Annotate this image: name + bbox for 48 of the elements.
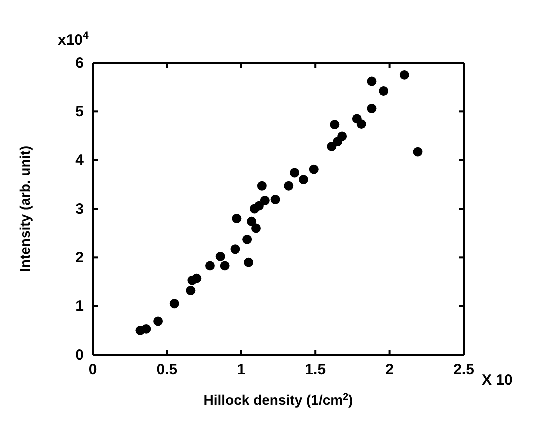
point — [244, 258, 254, 268]
text: x10$^{4}$ — [58, 30, 90, 49]
point — [257, 181, 267, 191]
y-tick-label: 4 — [76, 152, 85, 170]
point — [220, 261, 230, 271]
point — [367, 104, 377, 114]
point — [356, 120, 366, 130]
point — [232, 214, 242, 224]
x-tick-label: 2 — [386, 362, 394, 379]
point — [379, 86, 389, 96]
x-axis-title: Hillock density (1/cm$^{2}$) — [204, 392, 354, 408]
point — [254, 201, 264, 211]
point — [309, 164, 319, 174]
y-tick-label: 6 — [76, 54, 84, 72]
y-tick-label: 3 — [76, 200, 84, 218]
point — [327, 142, 337, 152]
point — [142, 324, 152, 334]
point — [413, 147, 423, 157]
y-tick-label: 0 — [76, 346, 84, 364]
point — [290, 168, 300, 178]
point — [170, 299, 180, 309]
y-tick-label: 1 — [76, 298, 84, 316]
point — [284, 181, 294, 191]
y-tick-label: 2 — [76, 249, 84, 266]
y-axis-title: Intensity (arb. unit) — [17, 146, 33, 272]
point — [338, 132, 348, 142]
text: X 10 — [482, 372, 513, 389]
point — [230, 244, 240, 254]
point — [242, 234, 252, 244]
point — [247, 216, 257, 226]
point — [299, 175, 308, 185]
x-tick-label: 2.5 — [454, 362, 474, 379]
point — [216, 252, 226, 262]
point — [260, 196, 270, 206]
x-tick-label: 1 — [237, 362, 246, 379]
point — [400, 70, 410, 80]
x-tick-label: 1.5 — [305, 362, 326, 379]
point — [367, 76, 377, 86]
point — [154, 316, 164, 326]
point — [192, 274, 202, 284]
point — [330, 120, 340, 130]
x-tick-label: 0 — [88, 362, 98, 379]
x-tick-label: 0.5 — [156, 362, 178, 379]
point — [206, 261, 215, 271]
y-tick-label: 5 — [76, 103, 84, 120]
point — [186, 286, 196, 296]
point — [252, 224, 261, 234]
point — [270, 195, 280, 204]
